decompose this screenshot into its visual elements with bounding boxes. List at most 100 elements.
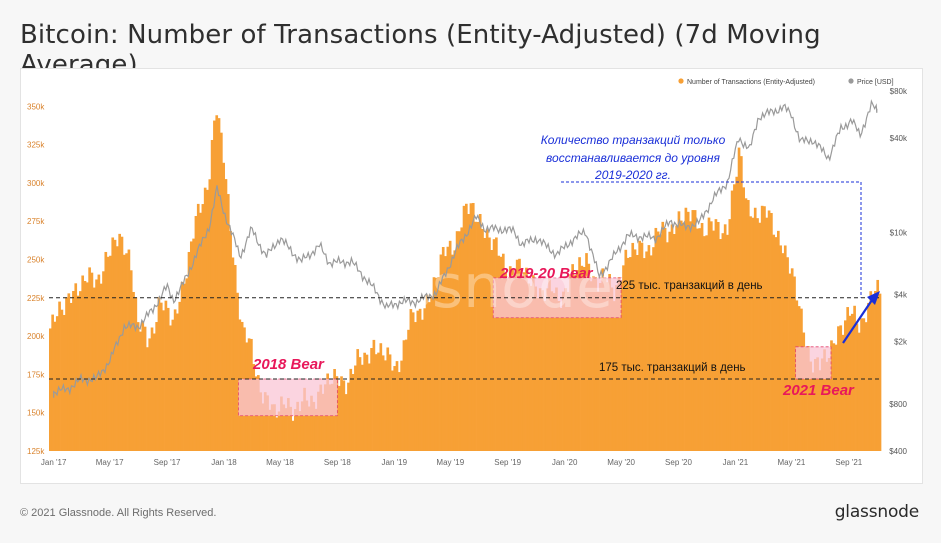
transaction-bar — [488, 237, 491, 451]
transaction-bar — [354, 365, 357, 451]
transaction-bar — [492, 239, 496, 451]
transaction-bar — [742, 187, 745, 452]
transaction-bar — [603, 278, 607, 451]
transaction-bar — [273, 404, 276, 451]
transaction-bar — [501, 253, 505, 451]
annotation-text-line: Количество транзакций только — [541, 133, 726, 147]
transaction-bar — [104, 251, 108, 451]
y-right-tick-label: $10k — [890, 228, 908, 237]
transaction-bar — [855, 323, 859, 451]
transaction-bar — [146, 347, 149, 451]
transaction-bar — [813, 358, 817, 451]
transaction-bar — [647, 245, 651, 451]
transaction-bar — [199, 212, 202, 451]
transaction-bar — [141, 321, 145, 451]
transaction-bar — [753, 207, 757, 451]
transaction-bar — [786, 257, 789, 451]
transaction-bar — [714, 219, 718, 451]
transaction-bar — [529, 285, 533, 451]
transaction-bar — [518, 258, 521, 451]
y-right-tick-label: $800 — [889, 400, 907, 409]
transaction-bar — [74, 283, 78, 451]
x-tick-label: Jan '17 — [41, 458, 67, 467]
transaction-bar — [668, 231, 672, 451]
transaction-bar — [652, 247, 655, 451]
transaction-bar — [765, 217, 769, 451]
transaction-bar — [619, 281, 623, 451]
x-tick-label: May '21 — [778, 458, 806, 467]
transaction-bar — [409, 309, 413, 451]
transaction-bar — [363, 352, 366, 451]
transaction-bar — [709, 221, 713, 451]
transaction-bar — [53, 321, 57, 451]
transaction-bar — [693, 210, 697, 451]
y-right-tick-label: $400 — [889, 447, 907, 456]
transaction-bar — [277, 411, 281, 451]
transaction-bar — [608, 274, 611, 451]
transaction-bar — [610, 287, 614, 451]
transaction-bar — [148, 338, 152, 451]
transaction-bar — [506, 279, 510, 451]
x-tick-label: Jan '20 — [552, 458, 578, 467]
transaction-bar — [217, 118, 221, 451]
transaction-bar — [298, 411, 302, 451]
transaction-bar — [876, 279, 880, 451]
transaction-bar — [208, 179, 212, 451]
transaction-bar — [210, 139, 214, 451]
transaction-bar — [109, 255, 112, 451]
transaction-bar — [788, 273, 792, 451]
bear-highlight-region — [238, 378, 338, 417]
legend-marker — [678, 78, 684, 84]
transaction-bar — [441, 247, 445, 451]
transaction-bar — [127, 249, 131, 451]
transaction-bar — [268, 409, 272, 451]
transaction-bar — [187, 251, 191, 451]
transaction-bar — [818, 370, 822, 451]
transaction-bar — [88, 267, 91, 451]
transaction-bar — [65, 297, 68, 451]
transaction-bar — [661, 221, 665, 451]
transaction-bar — [562, 291, 565, 451]
transaction-bar — [270, 404, 274, 451]
transaction-bar — [465, 203, 468, 451]
transaction-bar — [451, 254, 454, 451]
transaction-bar — [552, 293, 556, 451]
transaction-bar — [411, 312, 415, 451]
transaction-bar — [85, 282, 89, 451]
transaction-bar — [79, 291, 82, 451]
transaction-bar — [222, 162, 225, 451]
transaction-bar — [416, 310, 420, 451]
transaction-bar — [125, 253, 128, 451]
transaction-bar — [287, 398, 290, 451]
transaction-bar — [289, 406, 293, 451]
transaction-bar — [169, 325, 172, 451]
transaction-bar — [312, 401, 316, 451]
transaction-bar — [499, 256, 503, 451]
transaction-bar — [511, 269, 514, 451]
transaction-bar — [566, 291, 570, 451]
transaction-bar — [370, 348, 373, 451]
transaction-bar — [698, 228, 702, 451]
transaction-bar — [656, 231, 660, 451]
transaction-bar — [428, 302, 431, 451]
transaction-bar — [150, 327, 154, 451]
y-right-tick-label: $40k — [890, 134, 908, 143]
bear-region-label: 2019-20 Bear — [499, 265, 594, 282]
transaction-bar — [122, 254, 126, 451]
transaction-bar — [421, 319, 424, 451]
x-tick-label: May '18 — [266, 458, 294, 467]
transaction-bar — [721, 233, 725, 451]
transaction-bar — [575, 270, 579, 451]
transaction-bar — [723, 224, 727, 451]
transaction-bar — [624, 249, 628, 451]
transaction-bar — [439, 254, 443, 451]
transaction-bar — [386, 347, 390, 451]
transaction-bar — [58, 301, 61, 451]
transaction-bar — [361, 364, 364, 451]
transaction-bar — [111, 237, 115, 451]
transaction-bar — [340, 376, 343, 451]
transaction-bar — [617, 277, 621, 451]
bear-highlight-region — [795, 346, 832, 380]
y-left-tick-label: 225k — [27, 294, 45, 303]
transaction-bar — [266, 395, 269, 451]
